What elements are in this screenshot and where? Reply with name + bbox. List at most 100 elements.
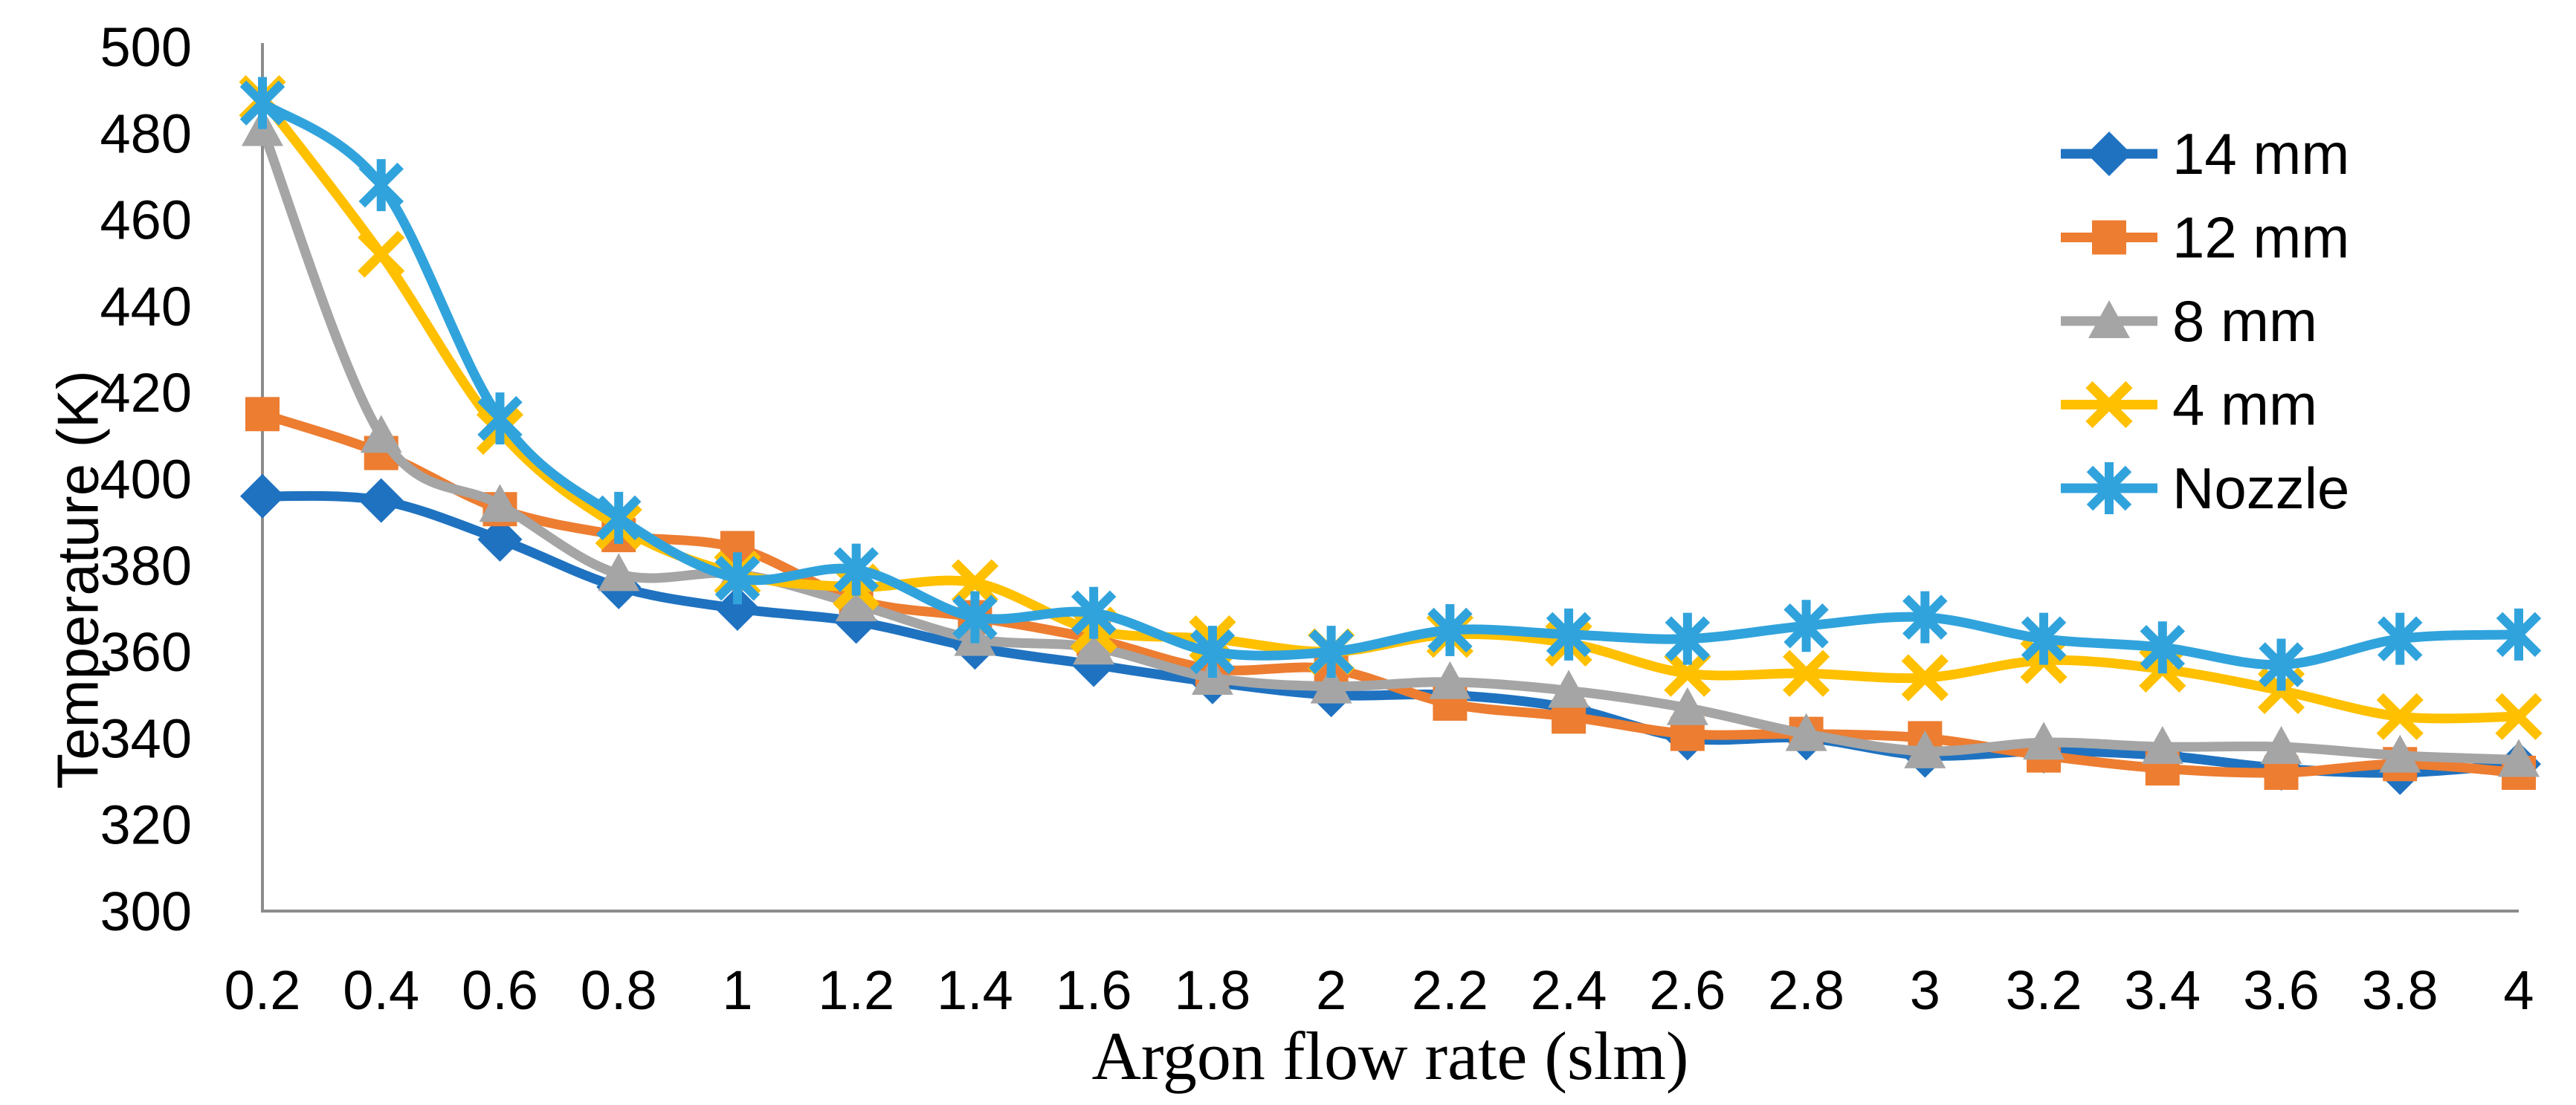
marker-triangle: [1429, 661, 1471, 699]
legend-item-4-mm: 4 mm: [2061, 372, 2317, 438]
marker-x: [2085, 380, 2133, 429]
marker-triangle: [1666, 687, 1708, 725]
marker-triangle: [1310, 665, 1352, 704]
marker-triangle: [2260, 726, 2302, 765]
x-axis-tick-label: 3: [1910, 959, 1940, 1021]
marker-asterisk: [833, 543, 879, 596]
marker-x: [2376, 693, 2424, 740]
x-axis-tick-label: 1.2: [818, 959, 894, 1021]
marker-asterisk: [1665, 612, 1711, 665]
marker-diamond: [714, 586, 760, 631]
x-axis-tick-label: 3.6: [2243, 959, 2320, 1021]
marker-diamond: [2087, 132, 2131, 176]
marker-triangle: [2088, 300, 2130, 338]
marker-asterisk: [2140, 621, 2186, 674]
marker-asterisk: [1308, 626, 1354, 678]
marker-square: [2092, 220, 2126, 255]
x-axis-tick-label: 2.2: [1412, 959, 1488, 1021]
marker-asterisk: [2086, 462, 2132, 514]
marker-triangle: [1548, 670, 1590, 708]
x-axis-tick-label: 0.4: [343, 959, 419, 1021]
x-axis-tick-label: 4: [2503, 959, 2534, 1021]
marker-triangle: [360, 415, 402, 453]
y-axis-tick-label: 380: [100, 535, 192, 597]
marker-triangle: [2498, 739, 2540, 777]
marker-asterisk: [1427, 604, 1473, 657]
marker-triangle: [2379, 734, 2421, 773]
legend-label: 4 mm: [2172, 372, 2317, 438]
marker-triangle: [598, 553, 640, 592]
series-8-mm: [242, 108, 2540, 777]
x-axis-tick-label: 2.6: [1649, 959, 1726, 1021]
legend-label: Nozzle: [2172, 456, 2349, 521]
x-axis-tick-label: 1.8: [1174, 959, 1250, 1021]
y-axis-title: Temperature (K): [45, 370, 111, 789]
x-axis-title: Argon flow rate (slm): [1091, 1018, 1689, 1094]
marker-triangle: [835, 583, 877, 622]
x-axis-tick-label: 0.8: [581, 959, 657, 1021]
marker-triangle: [1073, 626, 1115, 665]
x-axis-tick-label: 0.2: [225, 959, 301, 1021]
marker-triangle: [2141, 726, 2183, 765]
marker-triangle: [479, 484, 521, 522]
marker-diamond: [358, 478, 404, 523]
marker-triangle: [2023, 722, 2065, 760]
marker-asterisk: [1783, 600, 1829, 652]
marker-asterisk: [1546, 608, 1592, 661]
marker-asterisk: [2378, 612, 2423, 665]
marker-square: [245, 397, 280, 432]
marker-asterisk: [1189, 626, 1236, 678]
legend-item-14-mm: 14 mm: [2061, 121, 2349, 187]
marker-asterisk: [2496, 608, 2542, 661]
marker-asterisk: [358, 159, 404, 212]
x-axis-tick-label: 1: [722, 959, 752, 1021]
x-axis-tick-label: 1.6: [1056, 959, 1132, 1021]
marker-triangle: [1904, 730, 1946, 768]
x-axis-tick-label: 3.2: [2006, 959, 2082, 1021]
axis-lines: [261, 43, 2519, 913]
legend: 14 mm 12 mm 8 mm 4 mm Nozzle: [2061, 121, 2349, 521]
legend-label: 14 mm: [2172, 121, 2349, 187]
marker-asterisk: [1071, 586, 1117, 639]
legend-label: 8 mm: [2172, 288, 2317, 354]
marker-asterisk: [239, 77, 285, 129]
marker-asterisk: [2259, 638, 2304, 691]
marker-x: [2495, 693, 2543, 740]
x-axis-tick-label: 0.6: [462, 959, 538, 1021]
x-axis-tick-label: 2: [1316, 959, 1346, 1021]
y-axis-tick-label: 360: [100, 621, 192, 683]
x-axis-tick-label: 1.4: [937, 959, 1013, 1021]
x-axis-tick-label: 2.4: [1531, 959, 1607, 1021]
legend-item-8-mm: 8 mm: [2061, 288, 2317, 354]
marker-x: [358, 230, 405, 278]
marker-asterisk: [2021, 612, 2067, 665]
y-axis-tick-label: 500: [100, 16, 192, 78]
marker-x: [951, 559, 999, 606]
y-axis-tick-label: 420: [100, 362, 192, 424]
marker-x: [1782, 649, 1830, 697]
x-axis-tick-label: 3.4: [2124, 959, 2201, 1021]
marker-diamond: [240, 473, 285, 519]
y-axis-tick-label: 320: [100, 794, 192, 856]
marker-asterisk: [1902, 591, 1948, 644]
marker-diamond: [477, 516, 523, 562]
marker-asterisk: [477, 392, 523, 445]
legend-item-12-mm: 12 mm: [2061, 205, 2349, 270]
marker-triangle: [1785, 713, 1827, 751]
series-nozzle: [239, 77, 2542, 691]
y-axis-tick-label: 440: [100, 276, 192, 337]
legend-item-nozzle: Nozzle: [2061, 456, 2349, 521]
marker-asterisk: [714, 552, 761, 605]
x-axis-tick-label: 3.8: [2362, 959, 2438, 1021]
y-axis-tick-label: 300: [100, 881, 192, 942]
marker-x: [1901, 654, 1949, 701]
y-axis-tick-label: 400: [100, 449, 192, 511]
y-axis-tick-label: 340: [100, 707, 192, 769]
legend-label: 12 mm: [2172, 205, 2349, 270]
marker-x: [1664, 649, 1711, 697]
marker-asterisk: [595, 491, 642, 544]
x-axis-tick-label: 2.8: [1768, 959, 1844, 1021]
y-axis-tick-label: 480: [100, 103, 192, 164]
